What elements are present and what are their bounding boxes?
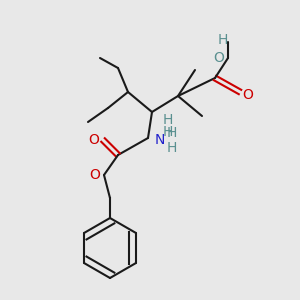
Text: H: H bbox=[167, 126, 177, 140]
Text: N: N bbox=[155, 133, 165, 147]
Text: H: H bbox=[167, 141, 177, 155]
Text: H: H bbox=[163, 113, 173, 127]
Text: O: O bbox=[243, 88, 254, 102]
Text: O: O bbox=[214, 51, 224, 65]
Text: H: H bbox=[218, 33, 228, 47]
Text: O: O bbox=[90, 168, 101, 182]
Text: H: H bbox=[163, 125, 173, 139]
Text: O: O bbox=[88, 133, 99, 147]
